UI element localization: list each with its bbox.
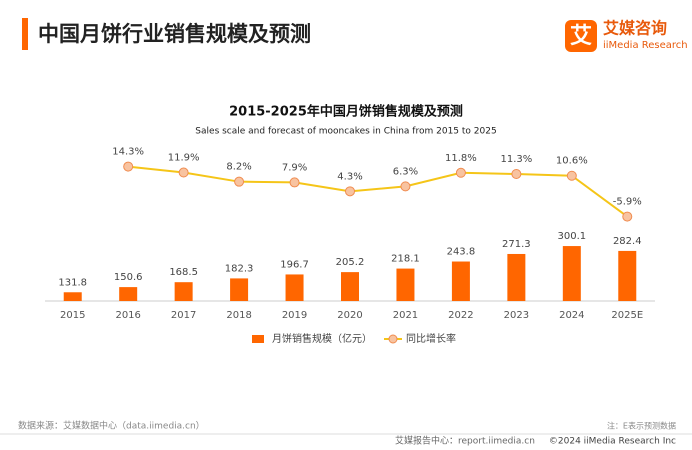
x-tick-label: 2019 xyxy=(282,310,307,321)
x-tick-label: 2024 xyxy=(559,310,584,321)
line-label: 4.3% xyxy=(337,171,362,182)
x-tick-label: 2025E xyxy=(611,310,643,321)
logo-en: iiMedia Research xyxy=(603,40,688,51)
line-marker xyxy=(345,186,355,197)
copyright: ©2024 iiMedia Research Inc xyxy=(549,437,676,447)
logo-icon-bg xyxy=(565,20,597,52)
logo-icon: 艾 xyxy=(570,24,592,49)
line-marker xyxy=(123,161,134,172)
line-label: 11.3% xyxy=(500,154,532,165)
bar xyxy=(63,292,82,301)
x-tick-label: 2015 xyxy=(60,310,85,321)
legend-label: 同比增长率 xyxy=(406,332,456,345)
line-marker xyxy=(566,170,577,181)
line-marker xyxy=(178,167,189,178)
logo-cn: 艾媒咨询 xyxy=(603,19,667,38)
line-marker xyxy=(511,169,522,180)
report-center: 艾媒报告中心：report.iimedia.cn xyxy=(395,435,535,447)
bar-label: 196.7 xyxy=(280,259,309,270)
bar xyxy=(618,250,637,301)
bar xyxy=(396,268,415,301)
x-tick-label: 2016 xyxy=(115,310,140,321)
chart-title: 2015-2025年中国月饼销售规模及预测 xyxy=(229,104,463,120)
title-accent xyxy=(22,18,28,50)
bar xyxy=(174,282,193,301)
bar-label: 150.6 xyxy=(114,272,143,283)
line-marker xyxy=(400,181,411,192)
x-tick-label: 2017 xyxy=(171,310,196,321)
line-label: 7.9% xyxy=(282,162,307,173)
line-label: 8.2% xyxy=(226,162,251,173)
line-label: 6.3% xyxy=(393,166,418,177)
bar xyxy=(507,253,526,301)
line-marker xyxy=(622,211,633,222)
bar xyxy=(119,287,138,301)
line-label: 14.3% xyxy=(112,147,144,158)
line-label: -5.9% xyxy=(613,197,642,208)
line xyxy=(128,165,628,218)
line-label: 10.6% xyxy=(556,156,588,167)
bar-label: 205.2 xyxy=(336,257,365,268)
bar xyxy=(341,272,359,301)
note: 注：E表示预测数据 xyxy=(607,421,676,431)
legend-label: 月饼销售规模（亿元） xyxy=(272,332,372,345)
line-label: 11.9% xyxy=(168,153,200,164)
bar-label: 182.3 xyxy=(225,263,254,274)
bar-label: 168.5 xyxy=(169,267,198,278)
source: 数据来源：艾媒数据中心（data.iimedia.cn） xyxy=(18,420,205,432)
page-title: 中国月饼行业销售规模及预测 xyxy=(38,22,311,46)
bar-label: 218.1 xyxy=(391,254,420,265)
bar-label: 300.1 xyxy=(557,231,586,242)
bar-label: 131.8 xyxy=(58,277,87,288)
chart-subtitle: Sales scale and forecast of mooncakes in… xyxy=(195,127,496,137)
x-tick-label: 2023 xyxy=(504,310,529,321)
legend-swatch-marker xyxy=(388,334,398,344)
bar-label: 243.8 xyxy=(447,247,476,258)
line-marker xyxy=(289,177,300,188)
line-marker xyxy=(234,176,245,187)
legend-swatch xyxy=(252,335,264,343)
bar-label: 271.3 xyxy=(502,239,531,250)
line-marker xyxy=(455,167,466,178)
line-label: 11.8% xyxy=(445,153,477,164)
bar xyxy=(562,246,581,301)
x-tick-label: 2021 xyxy=(393,310,418,321)
bar xyxy=(285,274,304,301)
x-tick-label: 2022 xyxy=(448,310,473,321)
x-tick-label: 2020 xyxy=(337,310,362,321)
bar xyxy=(230,278,249,301)
bar xyxy=(451,261,470,301)
x-tick-label: 2018 xyxy=(226,310,251,321)
bar-label: 282.4 xyxy=(613,236,642,247)
